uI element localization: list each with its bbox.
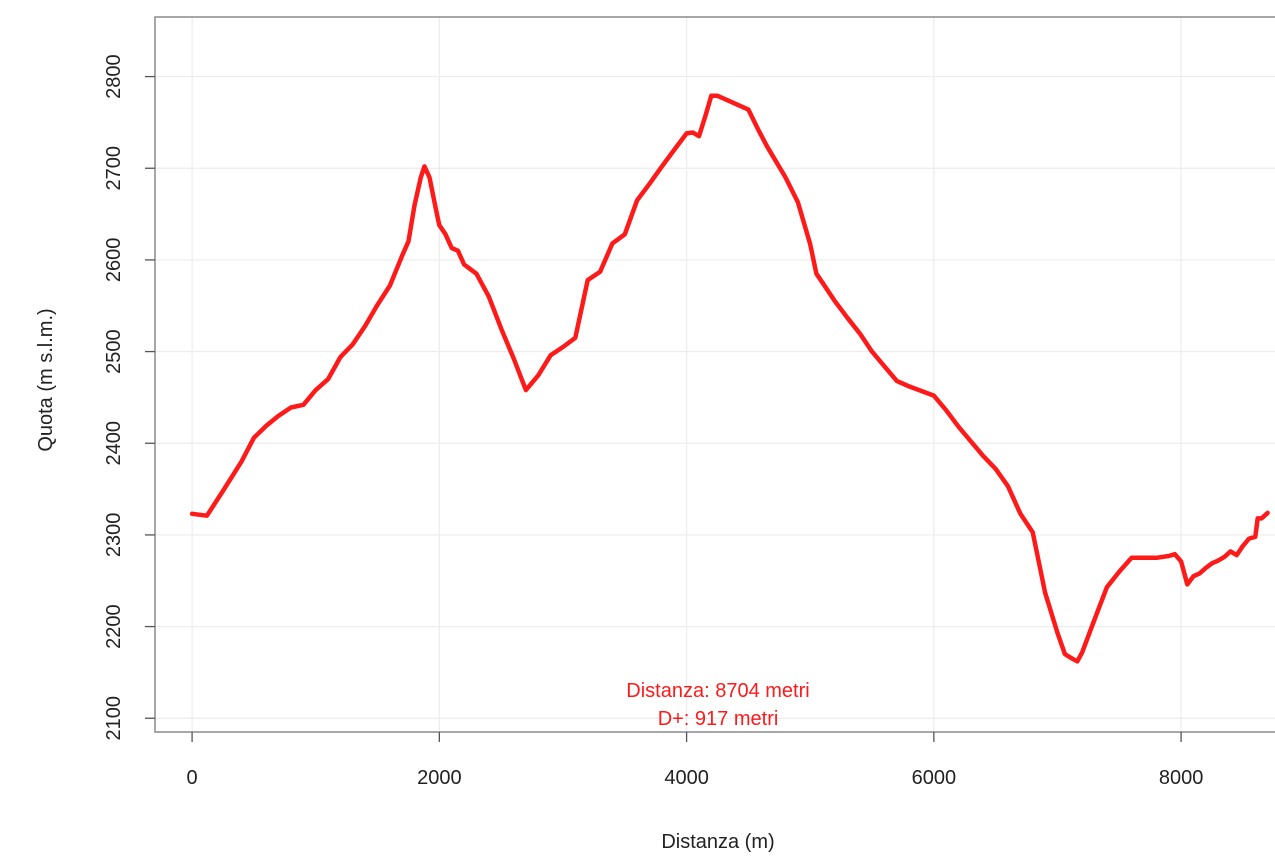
y-axis-label: Quota (m s.l.m.) <box>35 308 57 451</box>
x-tick-label: 6000 <box>912 767 957 789</box>
plot-frame <box>154 16 1275 733</box>
x-tick-label: 8000 <box>1159 767 1204 789</box>
series-layer <box>189 93 1270 664</box>
y-tick-label: 2500 <box>103 329 125 374</box>
y-tick-label: 2100 <box>103 696 125 741</box>
elevation-line <box>189 93 1270 664</box>
total-distance-annotation: Distanza: 8704 metri <box>626 680 809 702</box>
grid-layer <box>155 17 1275 732</box>
y-tick-label: 2400 <box>103 421 125 466</box>
x-tick-label: 2000 <box>417 767 462 789</box>
y-tick-label: 2200 <box>103 604 125 649</box>
y-tick-label: 2800 <box>103 54 125 99</box>
y-tick-label: 2300 <box>103 513 125 558</box>
y-tick-label: 2700 <box>103 146 125 191</box>
elevation-gain-annotation: D+: 917 metri <box>658 708 779 730</box>
x-axis-label: Distanza (m) <box>661 831 774 853</box>
axes: 0 2000 4000 6000 8000 2100 2200 2300 2400 2500 260… <box>103 54 1203 789</box>
x-tick-label: 0 <box>187 767 198 789</box>
x-tick-label: 4000 <box>664 767 709 789</box>
y-tick-label: 2600 <box>103 238 125 283</box>
